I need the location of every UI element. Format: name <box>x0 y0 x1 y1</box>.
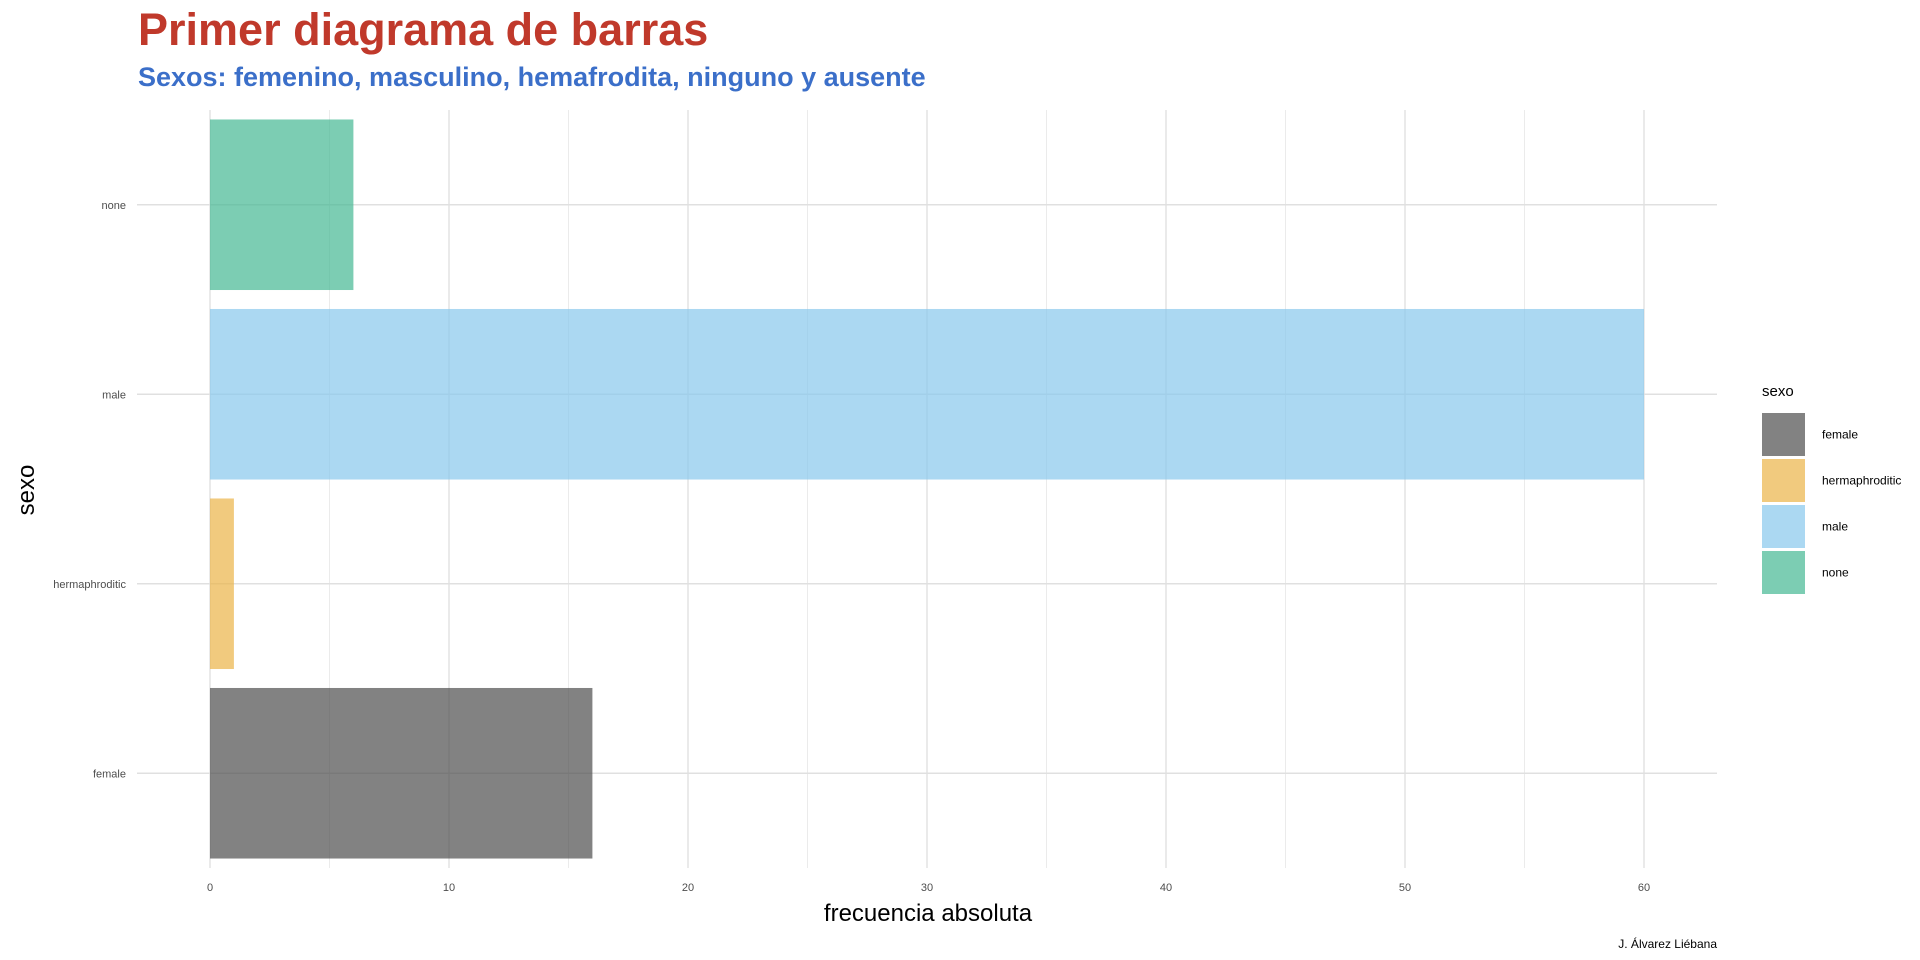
x-tick-label: 20 <box>682 882 694 894</box>
x-tick-label: 60 <box>1638 882 1650 894</box>
legend-key-none <box>1762 551 1805 594</box>
bar-male <box>210 308 1644 480</box>
x-axis-title: frecuencia absoluta <box>824 900 1033 927</box>
x-axis-ticks: 0 10 20 30 40 50 60 <box>207 882 1650 894</box>
x-tick-label: 50 <box>1399 882 1411 894</box>
legend: sexo female hermaphroditic male none <box>1762 383 1901 594</box>
x-tick-label: 0 <box>207 882 213 894</box>
y-axis-ticks: female hermaphroditic male none <box>53 200 126 781</box>
legend-key-male <box>1762 505 1805 548</box>
legend-key-hermaphroditic <box>1762 459 1805 502</box>
legend-label-female: female <box>1822 428 1858 442</box>
bar-none <box>210 119 354 291</box>
bars <box>210 119 1644 859</box>
chart-subtitle: Sexos: femenino, masculino, hemafrodita,… <box>138 62 926 92</box>
legend-title: sexo <box>1762 383 1794 400</box>
legend-label-hermaphroditic: hermaphroditic <box>1822 474 1901 488</box>
x-tick-label: 40 <box>1160 882 1172 894</box>
y-tick-label: hermaphroditic <box>53 579 126 591</box>
y-axis-title: sexo <box>13 465 40 516</box>
bar-female <box>210 687 593 859</box>
y-tick-label: none <box>102 200 126 212</box>
chart-title: Primer diagrama de barras <box>138 4 709 55</box>
caption: J. Álvarez Liébana <box>1618 936 1717 951</box>
legend-label-male: male <box>1822 520 1848 534</box>
legend-label-none: none <box>1822 566 1849 580</box>
y-tick-label: male <box>102 389 126 401</box>
bar-hermaphroditic <box>210 498 234 670</box>
y-tick-label: female <box>93 768 126 780</box>
x-tick-label: 30 <box>921 882 933 894</box>
legend-key-female <box>1762 413 1805 456</box>
x-tick-label: 10 <box>443 882 455 894</box>
